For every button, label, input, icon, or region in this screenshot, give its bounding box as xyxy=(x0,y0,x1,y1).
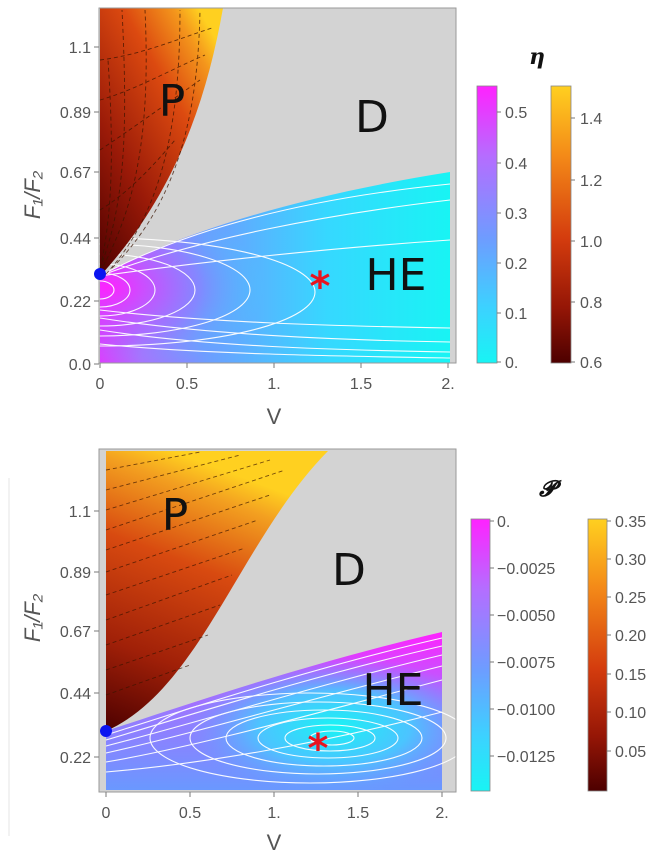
bottom-x-tick-label: 2. xyxy=(435,805,448,822)
bottom-colorbar-right-tick-label: 0.10 xyxy=(615,705,646,722)
top-panel: 0 0.5 1. 1.5 2. 0.0 0.22 0.44 0.67 0.89 … xyxy=(20,7,602,429)
top-x-tick-label: 0 xyxy=(96,376,105,393)
top-y-tick-label: 0.44 xyxy=(60,231,91,248)
top-y-tick-label: 0.67 xyxy=(60,165,91,182)
top-region-label-d: D xyxy=(355,92,389,143)
top-x-tick-label: 1. xyxy=(267,376,280,393)
bottom-y-tick-label: 0.67 xyxy=(60,624,91,641)
bottom-region-label-d: D xyxy=(332,545,366,596)
top-colorbar-left-ticks xyxy=(497,111,501,363)
bottom-x-tick-label: 0.5 xyxy=(179,805,201,822)
top-colorbar-right xyxy=(550,85,572,364)
bottom-region-label-he: HE xyxy=(363,665,424,716)
bottom-plot-frame xyxy=(98,448,457,793)
bottom-colorbar-right-tick-label: 0.05 xyxy=(615,744,646,761)
top-colorbar-left-tick-label: 0.2 xyxy=(505,256,527,273)
bottom-y-tick-label: 0.89 xyxy=(60,565,91,582)
top-colorbar-left-tick-label: 0. xyxy=(505,355,518,372)
top-y-tick-label: 0.89 xyxy=(60,105,91,122)
top-y-tick-label: 0.0 xyxy=(69,357,91,374)
bottom-y-axis-label: F₁/F₂ xyxy=(20,593,45,642)
top-x-axis-label: V xyxy=(267,404,282,429)
bottom-panel: 0 0.5 1. 1.5 2. 0.22 0.44 0.67 0.89 1.1 … xyxy=(8,448,646,855)
top-colorbar-left-tick-label: 0.5 xyxy=(505,105,527,122)
bottom-x-tick-label: 1.5 xyxy=(347,805,369,822)
bottom-region-label-p: P xyxy=(162,490,189,541)
bottom-colorbar-left-tick-label: −0.0125 xyxy=(497,749,555,766)
bottom-x-tick-label: 0 xyxy=(102,805,111,822)
top-colorbar-left-tick-label: 0.3 xyxy=(505,206,527,223)
bottom-colorbar-right-tick-label: 0.20 xyxy=(615,628,646,645)
bottom-colorbar-left xyxy=(470,518,491,792)
top-region-label-p: P xyxy=(159,76,186,127)
top-red-star-marker: * xyxy=(310,264,331,310)
bottom-blue-point-marker xyxy=(100,725,112,737)
top-y-tick-label: 0.22 xyxy=(60,294,91,311)
top-x-tick-label: 2. xyxy=(441,376,454,393)
bottom-colorbar-left-ticks xyxy=(490,520,494,757)
top-colorbar-right-tick-label: 0.6 xyxy=(580,355,602,372)
top-x-tick-marks xyxy=(99,363,449,368)
bottom-p-region xyxy=(106,451,328,731)
top-p-region xyxy=(100,8,223,276)
top-plot-frame xyxy=(98,7,457,364)
top-x-tick-label: 1.5 xyxy=(350,376,372,393)
top-colorbar-right-ticks xyxy=(571,117,575,363)
bottom-colorbar-right-ticks xyxy=(607,520,611,752)
bottom-x-tick-label: 1. xyxy=(267,805,280,822)
top-colorbar-right-tick-label: 0.8 xyxy=(580,295,602,312)
bottom-colorbar-right-tick-label: 0.30 xyxy=(615,552,646,569)
top-colorbar-left-tick-label: 0.4 xyxy=(505,156,527,173)
bottom-x-tick-marks xyxy=(105,792,443,797)
top-blue-point-marker xyxy=(94,268,106,280)
bottom-colorbar-right-tick-label: 0.35 xyxy=(615,514,646,531)
bottom-y-tick-label: 0.22 xyxy=(60,750,91,767)
bottom-colorbar-left-tick-label: 0. xyxy=(497,514,510,531)
bottom-colorbar-left-tick-label: −0.0050 xyxy=(497,608,555,625)
bottom-colorbar-left-tick-label: −0.0100 xyxy=(497,702,555,719)
bottom-p-contours xyxy=(105,451,286,696)
bottom-colorbar-left-tick-label: −0.0075 xyxy=(497,655,555,672)
bottom-colorbar-right-tick-label: 0.25 xyxy=(615,590,646,607)
top-colorbar-title: η xyxy=(529,44,545,70)
bottom-red-star-marker: * xyxy=(308,726,329,772)
top-colorbar-left-tick-label: 0.1 xyxy=(505,306,527,323)
bottom-colorbar-left-tick-label: −0.0025 xyxy=(497,561,555,578)
top-he-region-glow xyxy=(100,172,450,363)
top-x-tick-label: 0.5 xyxy=(176,376,198,393)
top-p-contours xyxy=(99,9,213,275)
bottom-colorbar-right-tick-label: 0.15 xyxy=(615,667,646,684)
top-colorbar-right-tick-label: 1.4 xyxy=(580,111,602,128)
bottom-colorbar-title: 𝓟 xyxy=(539,476,562,502)
top-y-axis-label: F₁/F₂ xyxy=(20,170,45,219)
bottom-y-tick-marks xyxy=(94,510,99,758)
top-colorbar-left xyxy=(476,85,498,364)
top-colorbar-right-tick-label: 1.2 xyxy=(580,173,602,190)
top-y-tick-marks xyxy=(94,46,99,365)
top-region-label-he: HE xyxy=(366,250,427,301)
top-y-tick-label: 1.1 xyxy=(69,40,91,57)
bottom-colorbar-right xyxy=(587,518,608,792)
top-colorbar-right-tick-label: 1.0 xyxy=(580,234,602,251)
bottom-he-region-glow xyxy=(106,632,442,790)
bottom-he-contours xyxy=(105,637,456,784)
bottom-y-tick-label: 1.1 xyxy=(69,504,91,521)
bottom-x-axis-label: V xyxy=(267,830,282,855)
bottom-y-tick-label: 0.44 xyxy=(60,686,91,703)
